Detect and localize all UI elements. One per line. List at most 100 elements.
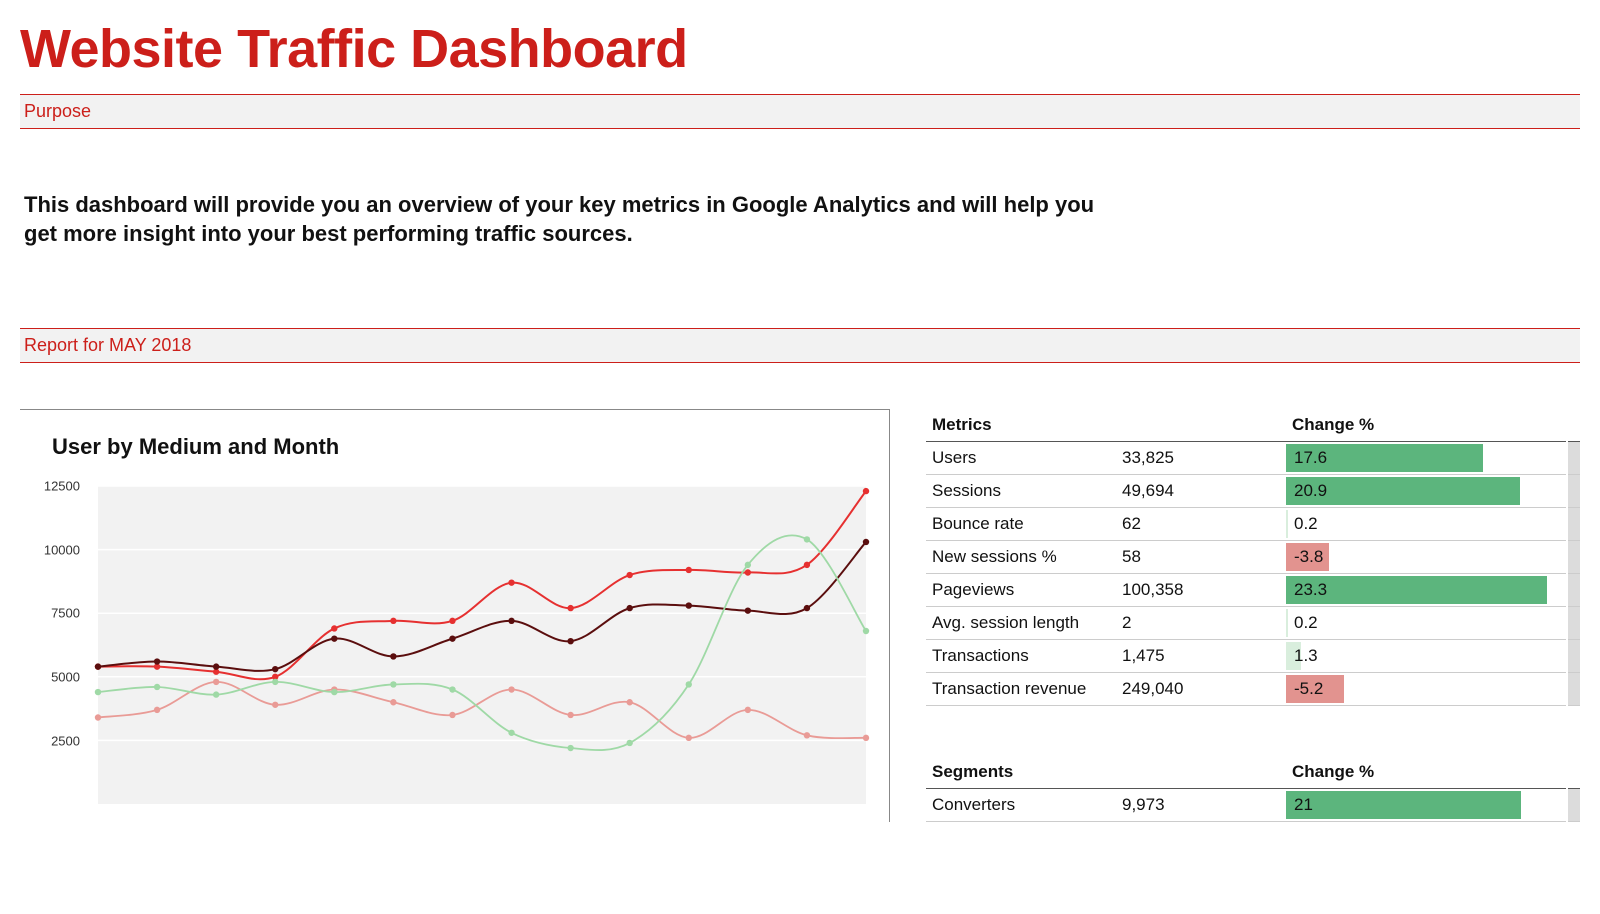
purpose-text: This dashboard will provide you an overv…	[20, 129, 1100, 328]
table-stub	[1567, 475, 1580, 508]
chart-marker	[508, 687, 514, 693]
table-row: Users33,82517.6	[926, 442, 1580, 475]
metric-name: Converters	[926, 789, 1116, 822]
chart-marker	[272, 679, 278, 685]
table-stub	[1567, 442, 1580, 475]
page-title: Website Traffic Dashboard	[20, 18, 1580, 80]
chart-marker	[331, 636, 337, 642]
chart-marker	[449, 636, 455, 642]
chart-panel: User by Medium and Month 250050007500100…	[20, 409, 890, 822]
chart-marker	[331, 625, 337, 631]
chart-marker	[508, 580, 514, 586]
chart-marker	[804, 562, 810, 568]
chart-marker	[213, 664, 219, 670]
chart-marker	[745, 562, 751, 568]
chart-marker	[213, 692, 219, 698]
chart-marker	[154, 684, 160, 690]
chart-marker	[390, 653, 396, 659]
table-row: Sessions49,69420.9	[926, 475, 1580, 508]
table-stub	[1567, 607, 1580, 640]
chart-marker	[154, 707, 160, 713]
chart-marker	[567, 638, 573, 644]
chart-marker	[686, 681, 692, 687]
metric-name: Avg. session length	[926, 607, 1116, 640]
table-row: Avg. session length20.2	[926, 607, 1580, 640]
chart-marker	[863, 735, 869, 741]
metric-name: Sessions	[926, 475, 1116, 508]
chart-marker	[331, 689, 337, 695]
metric-change: 0.2	[1286, 607, 1567, 640]
metric-name: Transaction revenue	[926, 673, 1116, 706]
metric-name: Bounce rate	[926, 508, 1116, 541]
metric-change: 17.6	[1286, 442, 1567, 475]
chart-marker	[745, 707, 751, 713]
metric-change: 20.9	[1286, 475, 1567, 508]
metric-name: New sessions %	[926, 541, 1116, 574]
table-stub	[1567, 640, 1580, 673]
metric-change: 21	[1286, 789, 1567, 822]
chart-ytick: 5000	[51, 669, 80, 684]
chart-plot	[90, 480, 878, 810]
chart-marker	[449, 712, 455, 718]
metric-value: 249,040	[1116, 673, 1286, 706]
chart-marker	[863, 539, 869, 545]
chart-marker	[95, 664, 101, 670]
chart-marker	[390, 681, 396, 687]
chart-marker	[567, 605, 573, 611]
table-row: New sessions %58-3.8	[926, 541, 1580, 574]
section-bar-report: Report for MAY 2018	[20, 328, 1580, 363]
chart-marker	[804, 605, 810, 611]
metric-value: 33,825	[1116, 442, 1286, 475]
chart-marker	[626, 605, 632, 611]
chart-marker	[508, 730, 514, 736]
chart-marker	[449, 687, 455, 693]
metric-change: 0.2	[1286, 508, 1567, 541]
chart-marker	[686, 603, 692, 609]
table-row: Transaction revenue249,040-5.2	[926, 673, 1580, 706]
table-header: Change %	[1286, 756, 1580, 789]
table-row: Converters9,97321	[926, 789, 1580, 822]
chart-marker	[95, 714, 101, 720]
table-header	[1116, 409, 1286, 442]
metric-change: 23.3	[1286, 574, 1567, 607]
table-header	[1116, 756, 1286, 789]
metric-name: Users	[926, 442, 1116, 475]
chart-marker	[390, 699, 396, 705]
tables-panel: MetricsChange %Users33,82517.6Sessions49…	[926, 409, 1580, 822]
metric-change: 1.3	[1286, 640, 1567, 673]
metric-value: 58	[1116, 541, 1286, 574]
section-bar-purpose: Purpose	[20, 94, 1580, 129]
chart-marker	[863, 488, 869, 494]
segments-table: SegmentsChange %Converters9,97321	[926, 756, 1580, 822]
table-row: Pageviews100,35823.3	[926, 574, 1580, 607]
chart-marker	[154, 659, 160, 665]
chart-ytick: 2500	[51, 733, 80, 748]
table-header: Metrics	[926, 409, 1116, 442]
chart-y-axis: 2500500075001000012500	[28, 480, 90, 810]
chart-title: User by Medium and Month	[52, 434, 881, 460]
metric-value: 62	[1116, 508, 1286, 541]
chart-marker	[567, 745, 573, 751]
chart-marker	[745, 608, 751, 614]
chart-marker	[626, 699, 632, 705]
metric-value: 1,475	[1116, 640, 1286, 673]
chart-marker	[213, 679, 219, 685]
metric-value: 9,973	[1116, 789, 1286, 822]
table-header: Segments	[926, 756, 1116, 789]
chart-ytick: 10000	[44, 542, 80, 557]
chart-marker	[686, 735, 692, 741]
table-row: Bounce rate620.2	[926, 508, 1580, 541]
chart-marker	[449, 618, 455, 624]
table-stub	[1567, 673, 1580, 706]
metric-change: -5.2	[1286, 673, 1567, 706]
metric-name: Pageviews	[926, 574, 1116, 607]
chart-ytick: 12500	[44, 479, 80, 494]
metric-value: 2	[1116, 607, 1286, 640]
metric-change: -3.8	[1286, 541, 1567, 574]
table-header: Change %	[1286, 409, 1580, 442]
chart-marker	[745, 569, 751, 575]
chart-marker	[390, 618, 396, 624]
chart-marker	[272, 666, 278, 672]
table-stub	[1567, 541, 1580, 574]
metric-name: Transactions	[926, 640, 1116, 673]
